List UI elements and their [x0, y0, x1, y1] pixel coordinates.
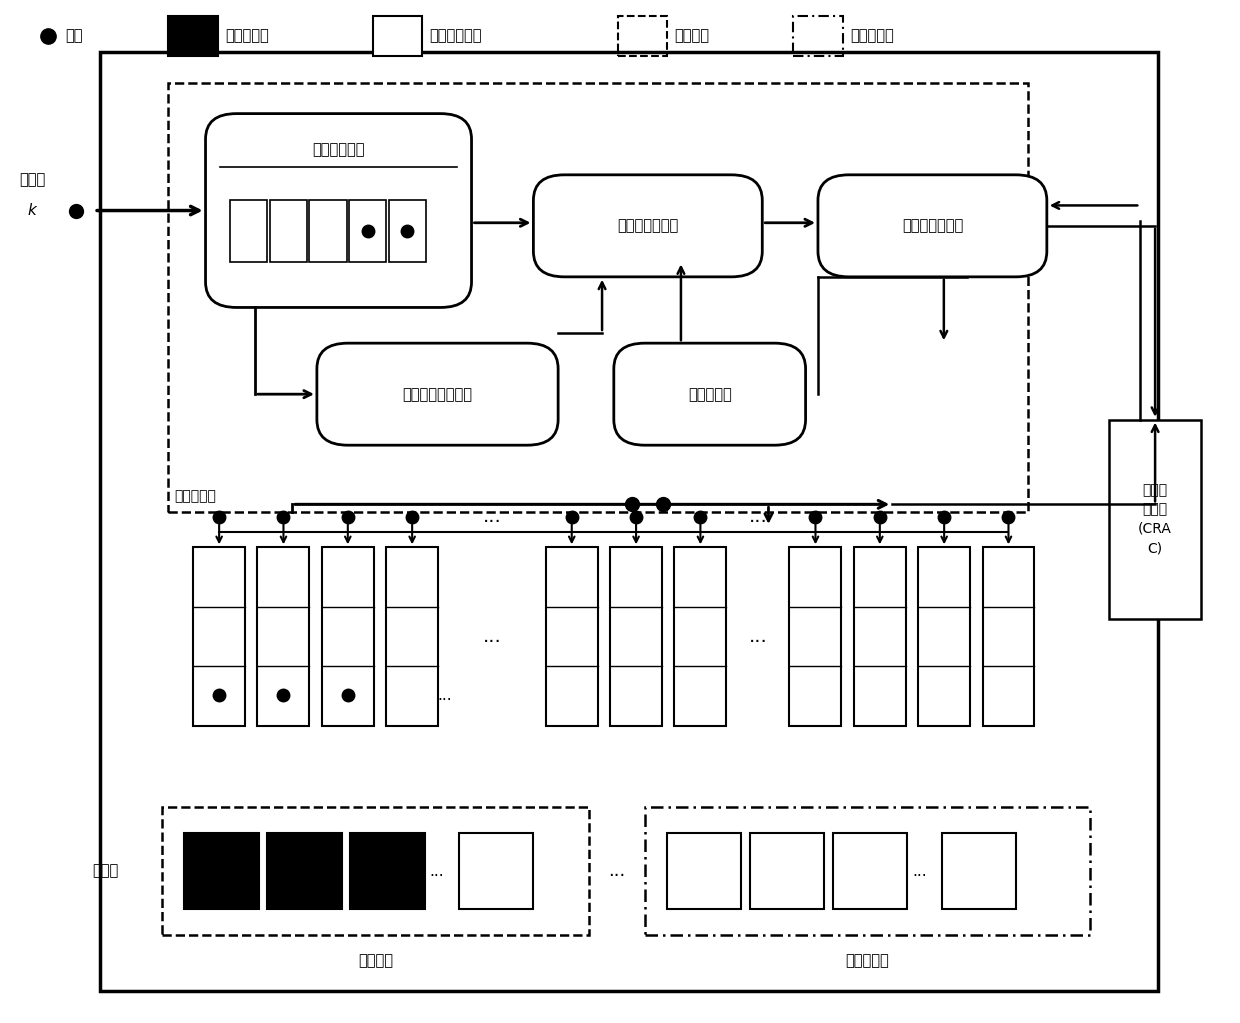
Bar	[310, 201, 346, 262]
Bar	[388, 201, 425, 262]
Text: k: k	[27, 203, 37, 218]
Bar	[1109, 419, 1202, 619]
Text: 活跃节点: 活跃节点	[358, 953, 393, 968]
Bar	[386, 547, 438, 725]
Bar	[322, 547, 373, 725]
Bar	[350, 833, 424, 909]
Bar	[645, 807, 1090, 935]
Text: 任务分配计算器: 任务分配计算器	[618, 218, 678, 233]
Text: ...: ...	[749, 627, 768, 646]
Bar	[982, 547, 1034, 725]
FancyBboxPatch shape	[317, 343, 558, 445]
Bar	[610, 547, 662, 725]
Bar	[790, 547, 842, 725]
FancyBboxPatch shape	[614, 343, 806, 445]
Text: 计算机
室空调
(CRA
C): 计算机 室空调 (CRA C)	[1138, 483, 1172, 555]
Bar	[675, 547, 727, 725]
Bar	[918, 547, 970, 725]
Text: 任务: 任务	[66, 29, 83, 44]
Bar	[162, 807, 589, 935]
FancyBboxPatch shape	[818, 175, 1047, 277]
Text: 活跃服务器: 活跃服务器	[226, 29, 269, 44]
Text: 非活跃服务器: 非活跃服务器	[429, 29, 482, 44]
Bar	[231, 201, 268, 262]
Bar	[794, 15, 843, 56]
Text: ...: ...	[749, 507, 768, 526]
FancyBboxPatch shape	[206, 114, 471, 308]
Bar	[941, 833, 1016, 909]
Text: 任务等待队列: 任务等待队列	[312, 142, 365, 158]
Bar	[750, 833, 825, 909]
Bar	[193, 547, 246, 725]
Bar	[618, 15, 667, 56]
Text: ...: ...	[913, 863, 926, 879]
Bar	[258, 547, 310, 725]
Bar	[667, 833, 742, 909]
Bar	[372, 15, 422, 56]
Text: 供应温度设置器: 供应温度设置器	[901, 218, 963, 233]
Bar	[546, 547, 598, 725]
Text: 任务流: 任务流	[19, 173, 46, 187]
Text: 非活跃节点: 非活跃节点	[851, 29, 894, 44]
Bar	[348, 201, 386, 262]
Text: ...: ...	[482, 627, 501, 646]
Text: ...: ...	[482, 507, 501, 526]
Text: ...: ...	[429, 863, 444, 879]
Text: 任务分配器: 任务分配器	[688, 387, 732, 402]
Bar	[100, 52, 1158, 991]
Bar	[268, 833, 342, 909]
Bar	[169, 15, 218, 56]
Text: 服务器: 服务器	[93, 863, 119, 879]
Text: ...: ...	[436, 687, 451, 703]
Bar	[169, 83, 1028, 512]
Text: 活跃节点: 活跃节点	[675, 29, 709, 44]
FancyBboxPatch shape	[533, 175, 763, 277]
Bar	[854, 547, 905, 725]
Bar	[270, 201, 308, 262]
Bar	[833, 833, 906, 909]
Text: 系统利用率设置器: 系统利用率设置器	[403, 387, 472, 402]
Bar	[459, 833, 533, 909]
Text: ...: ...	[609, 862, 625, 880]
Bar	[185, 833, 259, 909]
Text: 任务调度器: 任务调度器	[175, 489, 217, 503]
Text: 非活跃节点: 非活跃节点	[846, 953, 889, 968]
